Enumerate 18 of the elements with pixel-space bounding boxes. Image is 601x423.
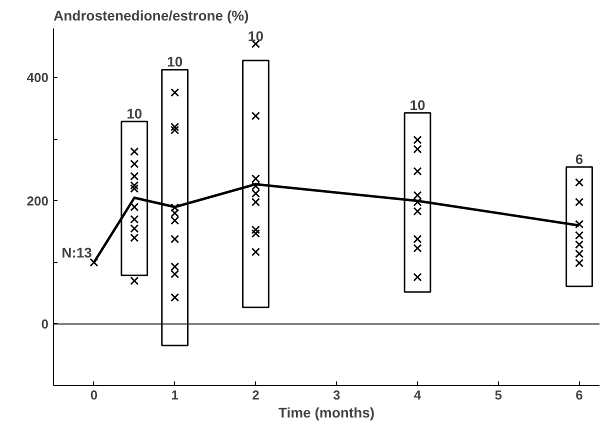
- annotation: 10: [248, 28, 264, 44]
- y-tick-label: 200: [26, 193, 49, 208]
- x-axis-title: Time (months): [278, 404, 375, 420]
- annotation: 10: [167, 54, 183, 70]
- y-axis-title: Androstenedione/estrone (%): [54, 8, 249, 24]
- y-tick-label: 400: [26, 70, 49, 86]
- annotation: N:13: [62, 244, 92, 260]
- y-tick-label: 0: [41, 316, 49, 332]
- annotation: 10: [126, 105, 142, 122]
- x-tick-label: 0: [90, 388, 98, 402]
- annotation: 6: [575, 150, 584, 167]
- x-tick-label: 3: [332, 388, 340, 402]
- x-tick-label: 1: [171, 388, 178, 402]
- x-tick-label: 5: [494, 388, 502, 402]
- annotation: 10: [410, 96, 426, 113]
- x-tick-label: 4: [414, 388, 422, 402]
- x-tick-label: 2: [252, 388, 260, 402]
- x-tick-label: 6: [576, 388, 583, 402]
